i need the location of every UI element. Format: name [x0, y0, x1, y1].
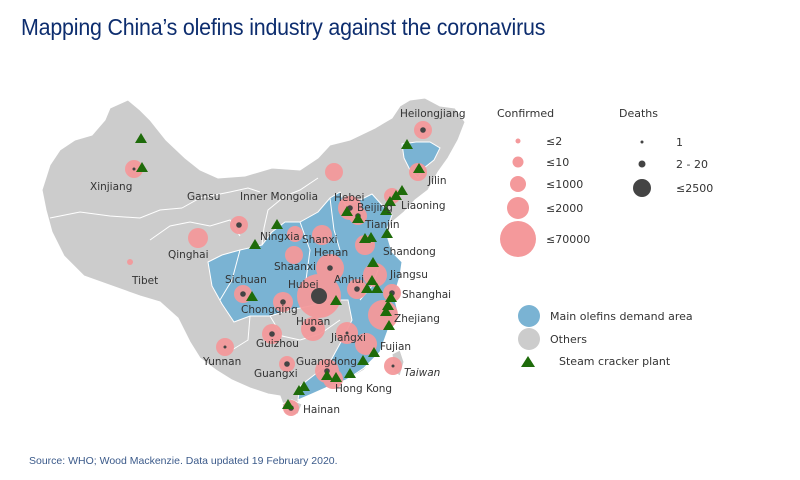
legend-demand-area-swatch [518, 305, 540, 327]
legend-deaths-label-1: 1 [676, 136, 683, 149]
legend-deaths-title: Deaths [619, 107, 658, 120]
label-inner-mongolia: Inner Mongolia [240, 191, 318, 203]
legend-steam-cracker-icon [521, 356, 535, 367]
legend-deaths-swatch-1 [640, 140, 644, 144]
label-shanghai: Shanghai [402, 289, 451, 301]
legend-areas: Main olefins demand area Others Steam cr… [518, 305, 693, 368]
label-jilin: Jilin [427, 175, 447, 187]
label-shaanxi: Shaanxi [274, 261, 316, 273]
label-ningxia: Ningxia [260, 231, 300, 243]
legend-confirmed-title: Confirmed [497, 107, 554, 120]
legend-confirmed-swatch-1 [515, 138, 521, 144]
chart-title: Mapping China’s olefins industry against… [21, 14, 546, 40]
legend-confirmed-label-1: ≤2 [546, 135, 562, 148]
legend-deaths-label-3: ≤2500 [676, 182, 713, 195]
label-shanxi: Shanxi [302, 234, 338, 246]
legend-deaths-swatch-3 [633, 179, 651, 197]
legend-confirmed-swatch-2 [512, 156, 524, 168]
label-heilongjiang: Heilongjiang [400, 108, 466, 120]
source-note: Source: WHO; Wood Mackenzie. Data update… [29, 455, 338, 467]
label-jiangxi: Jiangxi [330, 332, 366, 344]
label-hubei: Hubei [288, 279, 319, 291]
legend-confirmed-swatch-5 [500, 221, 536, 257]
label-fujian: Fujian [380, 341, 411, 353]
label-beijing: Beijing [357, 202, 393, 214]
legend-deaths: Deaths 1 2 - 20 ≤2500 [619, 107, 713, 197]
label-henan: Henan [314, 247, 348, 259]
legend-confirmed-label-3: ≤1000 [546, 178, 583, 191]
legend-deaths-label-2: 2 - 20 [676, 158, 708, 171]
legend-demand-area-label: Main olefins demand area [550, 310, 693, 323]
label-qinghai: Qinghai [168, 249, 209, 261]
label-jiangsu: Jiangsu [389, 269, 428, 281]
legend-others-swatch [518, 328, 540, 350]
steam-cracker-plants [135, 133, 425, 409]
label-taiwan: Taiwan [404, 367, 440, 379]
label-tibet: Tibet [131, 275, 158, 287]
legend-confirmed-label-4: ≤2000 [546, 202, 583, 215]
label-yunnan: Yunnan [202, 356, 241, 368]
label-guangxi: Guangxi [254, 368, 298, 380]
label-chongqing: Chongqing [241, 304, 298, 316]
label-hunan: Hunan [296, 316, 330, 328]
legend-confirmed-label-5: ≤70000 [546, 233, 590, 246]
legend-steam-cracker-label: Steam cracker plant [559, 355, 671, 368]
label-hong-kong: Hong Kong [335, 383, 392, 395]
label-gansu: Gansu [187, 191, 220, 203]
label-guizhou: Guizhou [256, 338, 299, 350]
label-xinjiang: Xinjiang [90, 181, 132, 193]
label-liaoning: Liaoning [401, 200, 446, 212]
label-sichuan: Sichuan [225, 274, 267, 286]
legend-confirmed-label-2: ≤10 [546, 156, 569, 169]
label-anhui: Anhui [334, 274, 364, 286]
label-zhejiang: Zhejiang [394, 313, 440, 325]
label-tianjin: Tianjin [364, 219, 400, 231]
label-shandong: Shandong [383, 246, 436, 258]
legend-confirmed-swatch-3 [510, 176, 526, 192]
label-guangdong: Guangdong [296, 356, 357, 368]
legend-others-label: Others [550, 333, 587, 346]
label-hebei: Hebei [334, 192, 364, 204]
legend-confirmed-swatch-4 [507, 197, 529, 219]
label-hainan: Hainan [303, 404, 340, 416]
legend-deaths-swatch-2 [638, 160, 646, 168]
legend-confirmed: Confirmed ≤2 ≤10 ≤1000 ≤2000 ≤70000 [497, 107, 590, 257]
